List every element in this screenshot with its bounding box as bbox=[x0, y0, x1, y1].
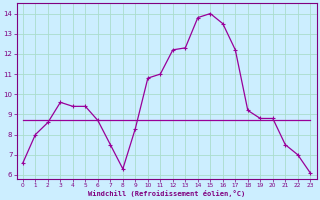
X-axis label: Windchill (Refroidissement éolien,°C): Windchill (Refroidissement éolien,°C) bbox=[88, 190, 245, 197]
